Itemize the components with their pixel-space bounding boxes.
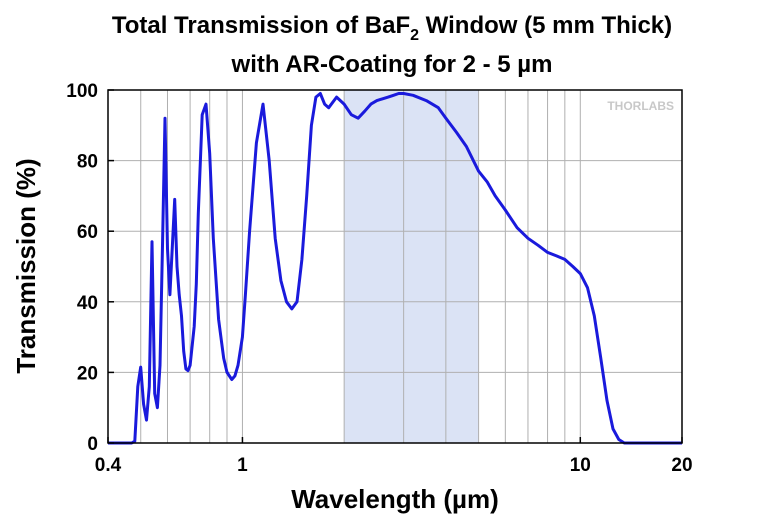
x-tick-label: 0.4 — [95, 455, 122, 476]
chart-title-line1: Total Transmission of BaF2 Window (5 mm … — [112, 12, 672, 44]
x-tick-label: 10 — [570, 455, 591, 476]
y-tick-label: 20 — [77, 363, 98, 384]
chart-title-line2: with AR-Coating for 2 - 5 µm — [231, 51, 553, 78]
y-axis-label: Transmission (%) — [11, 158, 41, 373]
chart-title-line1-subscript: 2 — [410, 27, 419, 44]
chart-title-line1-suffix: Window (5 mm Thick) — [419, 12, 672, 39]
y-tick-label: 100 — [66, 81, 98, 102]
x-tick-label: 20 — [671, 455, 692, 476]
thorlabs-watermark: THORLABS — [607, 99, 674, 113]
y-tick-label: 0 — [87, 434, 98, 455]
transmission-series-line — [108, 92, 682, 445]
y-tick-label: 80 — [77, 152, 98, 173]
x-tick-label: 1 — [237, 455, 248, 476]
x-axis-label: Wavelength (µm) — [291, 484, 499, 514]
chart-title-line1-prefix: Total Transmission of BaF — [112, 12, 410, 39]
y-tick-label: 60 — [77, 222, 98, 243]
plot-frame — [107, 89, 683, 444]
y-tick-label: 40 — [77, 293, 98, 314]
ar-coating-band — [344, 90, 479, 443]
plot-area: THORLABS 0 20 40 60 80 100 0.4 1 10 20 — [66, 81, 692, 476]
